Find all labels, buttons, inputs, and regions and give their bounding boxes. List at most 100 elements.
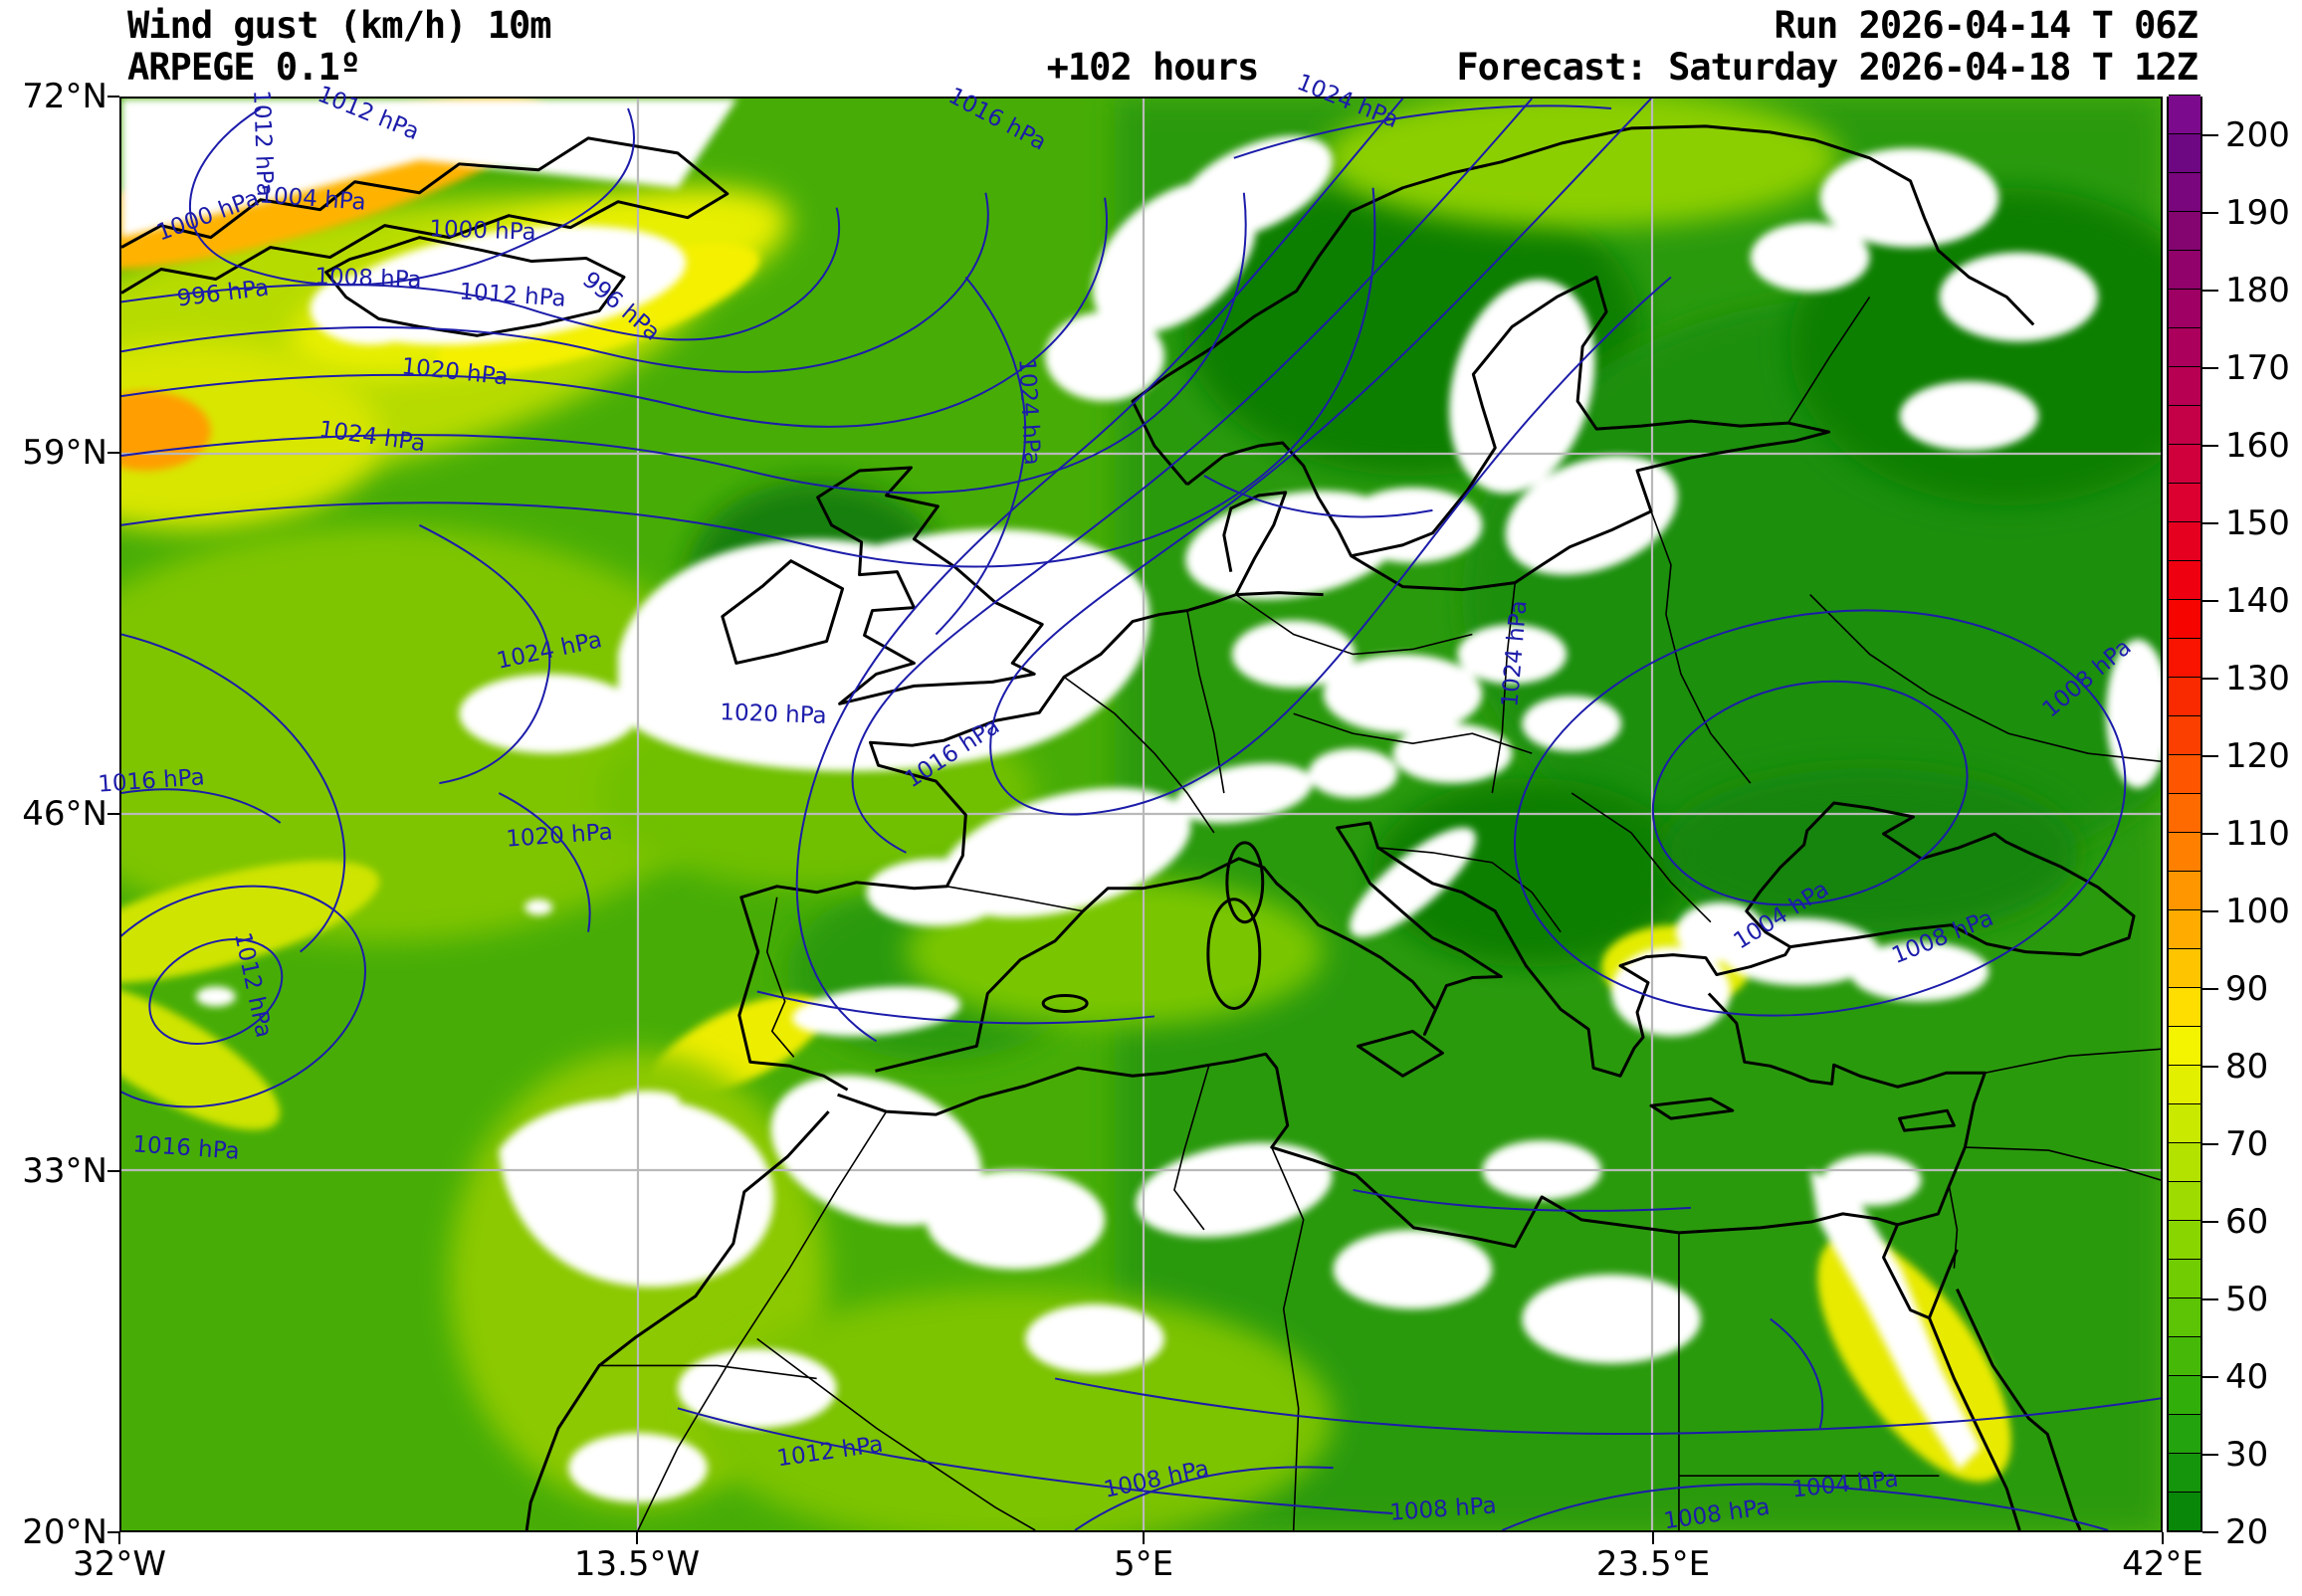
- colorbar-tick-mark: [2202, 1143, 2218, 1145]
- colorbar-tick-mark: [2202, 1298, 2218, 1300]
- lon-tick-label: 13.5°W: [573, 1544, 701, 1584]
- colorbar-segment: [2169, 754, 2200, 793]
- isobar-contours: [121, 99, 2161, 1530]
- colorbar-tick-label: 150: [2225, 503, 2290, 543]
- colorbar-segment: [2169, 483, 2200, 521]
- colorbar-tick-mark: [2202, 1531, 2218, 1533]
- isobar-label: 1024 hPa: [1013, 357, 1045, 467]
- colorbar-tick-mark: [2202, 290, 2218, 292]
- lon-tick-mark: [2162, 1532, 2164, 1544]
- colorbar-segment: [2169, 95, 2200, 133]
- colorbar-segment: [2169, 1336, 2200, 1375]
- colorbar-segment: [2169, 133, 2200, 172]
- map-graphics: [121, 99, 2161, 1530]
- colorbar-segment: [2169, 715, 2200, 754]
- colorbar-tick-mark: [2202, 1066, 2218, 1068]
- isobar-label: 1012 hPa: [248, 89, 278, 198]
- colorbar-tick-label: 130: [2225, 659, 2290, 698]
- run-label: Run 2026-04-14 T 06Z: [1774, 4, 2198, 47]
- colorbar-segment: [2169, 444, 2200, 483]
- colorbar-tick-mark: [2202, 755, 2218, 757]
- colorbar-segment: [2169, 1297, 2200, 1336]
- colorbar-tick-label: 70: [2225, 1124, 2269, 1164]
- colorbar-tick-mark: [2202, 988, 2218, 990]
- lon-tick-label: 32°W: [73, 1544, 166, 1584]
- colorbar-tick-label: 90: [2225, 969, 2269, 1009]
- colorbar-segment: [2169, 289, 2200, 327]
- lon-tick-mark: [1143, 1532, 1145, 1544]
- isobar-label: 1008 hPa: [314, 264, 423, 294]
- colorbar-segment: [2169, 250, 2200, 289]
- colorbar-segment: [2169, 1259, 2200, 1297]
- lon-tick-label: 5°E: [1113, 1544, 1174, 1584]
- colorbar-segment: [2169, 1220, 2200, 1259]
- isobar-label: 1000 hPa: [428, 216, 537, 246]
- colorbar-segment: [2169, 987, 2200, 1026]
- model-label: ARPEGE 0.1º: [127, 46, 361, 89]
- colorbar-segment: [2169, 521, 2200, 560]
- lat-tick-label: 72°N: [22, 77, 107, 116]
- lat-tick-label: 59°N: [22, 433, 107, 473]
- colorbar-tick-label: 120: [2225, 736, 2290, 776]
- lat-tick-mark: [107, 452, 119, 454]
- colorbar-tick-mark: [2202, 1221, 2218, 1223]
- colorbar-tick-mark: [2202, 678, 2218, 680]
- colorbar-tick-label: 180: [2225, 271, 2290, 310]
- lat-tick-label: 33°N: [22, 1151, 107, 1191]
- lon-tick-label: 23.5°E: [1595, 1544, 1711, 1584]
- page-title: Wind gust (km/h) 10m: [127, 4, 552, 47]
- colorbar-segment: [2169, 871, 2200, 909]
- colorbar-tick-label: 50: [2225, 1280, 2269, 1319]
- isobar-label: 1020 hPa: [719, 699, 828, 729]
- colorbar-segment: [2169, 211, 2200, 250]
- lat-tick-label: 20°N: [22, 1512, 107, 1552]
- colorbar-tick-mark: [2202, 445, 2218, 447]
- colorbar-segment: [2169, 793, 2200, 832]
- colorbar-segment: [2169, 1375, 2200, 1414]
- colorbar-tick-mark: [2202, 522, 2218, 524]
- colorbar-segment: [2169, 1453, 2200, 1492]
- colorbar-tick-mark: [2202, 910, 2218, 912]
- colorbar-segment: [2169, 327, 2200, 366]
- colorbar-tick-label: 60: [2225, 1202, 2269, 1242]
- colorbar-segment: [2169, 677, 2200, 715]
- lon-tick-mark: [118, 1532, 120, 1544]
- colorbar-tick-label: 140: [2225, 581, 2290, 621]
- lat-tick-mark: [107, 813, 119, 815]
- colorbar-segment: [2169, 1065, 2200, 1103]
- colorbar-tick-label: 110: [2225, 814, 2290, 854]
- colorbar-tick-label: 190: [2225, 193, 2290, 233]
- colorbar-segment: [2169, 638, 2200, 677]
- colorbar-tick-label: 20: [2225, 1512, 2269, 1552]
- coastlines: [121, 124, 2136, 1530]
- colorbar-tick-label: 30: [2225, 1435, 2269, 1475]
- colorbar-segment: [2169, 909, 2200, 948]
- colorbar-tick-label: 170: [2225, 348, 2290, 388]
- colorbar-tick-mark: [2202, 1454, 2218, 1456]
- colorbar-tick-mark: [2202, 1376, 2218, 1378]
- lon-tick-label: 42°E: [2122, 1544, 2203, 1584]
- colorbar-segment: [2169, 1103, 2200, 1142]
- colorbar-segment: [2169, 560, 2200, 599]
- colorbar-tick-label: 80: [2225, 1047, 2269, 1087]
- colorbar-tick-label: 100: [2225, 892, 2290, 931]
- colorbar-segment: [2169, 599, 2200, 638]
- colorbar-segment: [2169, 405, 2200, 444]
- forecast-label: Forecast: Saturday 2026-04-18 T 12Z: [1456, 46, 2198, 89]
- colorbar-segment: [2169, 1026, 2200, 1065]
- lead-time-label: +102 hours: [1046, 46, 1260, 89]
- map-canvas[interactable]: 1012 hPa 1012 hPa 1004 hPa 1000 hPa 996 hPa 1…: [98, 70, 2163, 1534]
- colorbar-segment: [2169, 1142, 2200, 1181]
- lon-tick-mark: [636, 1532, 638, 1544]
- colorbar-segment: [2169, 948, 2200, 987]
- colorbar-segment: [2169, 366, 2200, 405]
- colorbar-tick-mark: [2202, 212, 2218, 214]
- colorbar-tick-mark: [2202, 367, 2218, 369]
- colorbar-segment: [2169, 1181, 2200, 1220]
- colorbar-tick-label: 160: [2225, 426, 2290, 466]
- colorbar-tick-label: 40: [2225, 1357, 2269, 1397]
- colorbar-tick-mark: [2202, 833, 2218, 835]
- lat-tick-mark: [107, 1531, 119, 1533]
- lat-tick-mark: [107, 96, 119, 98]
